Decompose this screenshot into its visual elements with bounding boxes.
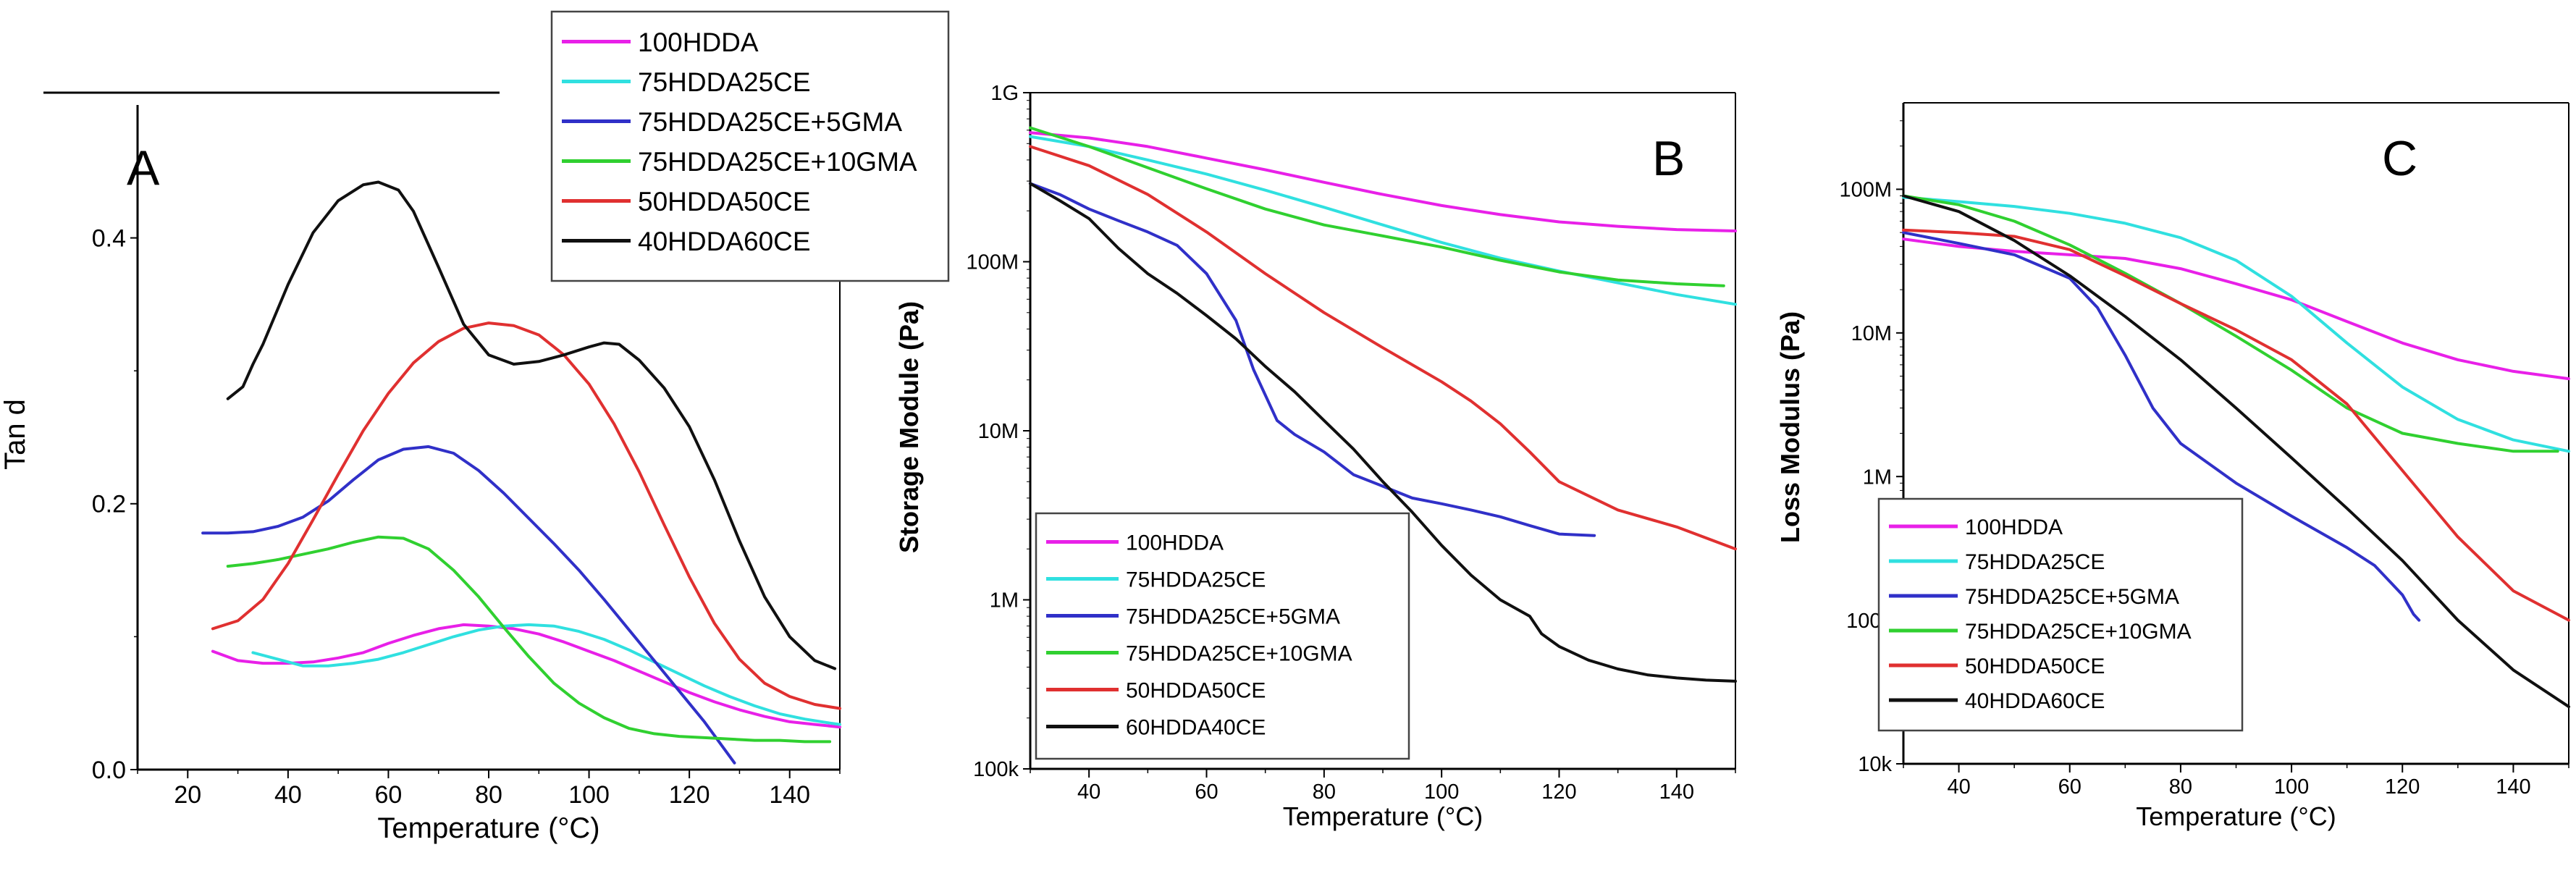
x-tick-label: 80 bbox=[1313, 780, 1336, 804]
series-line-75hdda25ce bbox=[251, 623, 841, 726]
series-line-75hdda25ce-5gma bbox=[201, 445, 736, 765]
legend-label: 40HDDA60CE bbox=[1965, 689, 2105, 713]
y-axis-label: Loss Modulus (Pa) bbox=[1775, 311, 1805, 543]
legend-label: 100HDDA bbox=[638, 28, 759, 57]
x-tick-label: 140 bbox=[769, 781, 810, 809]
y-tick-label: 10k bbox=[1858, 753, 1892, 776]
x-tick-label: 100 bbox=[2274, 775, 2309, 799]
series-lines bbox=[1029, 126, 1737, 683]
y-tick-label: 100k bbox=[973, 758, 1019, 781]
legend-label: 75HDDA25CE+5GMA bbox=[1965, 585, 2179, 609]
legend-label: 100HDDA bbox=[1126, 531, 1224, 555]
axes: 20 40 60 80 100 120 140 0.0 0.2 0.4 bbox=[92, 105, 841, 809]
legend-label: 50HDDA50CE bbox=[638, 187, 811, 216]
series-line-40hdda60ce bbox=[226, 180, 837, 670]
y-tick-label: 10M bbox=[1851, 322, 1892, 345]
x-axis-label: Temperature (°C) bbox=[1283, 801, 1483, 831]
x-tick-label: 80 bbox=[475, 781, 502, 809]
series-line-60hdda40ce bbox=[1029, 182, 1737, 683]
series-line-50hdda50ce bbox=[211, 321, 841, 710]
y-axis-label: Storage Module (Pa) bbox=[894, 301, 924, 553]
legend: 100HDDA 75HDDA25CE 75HDDA25CE+5GMA 75HDDA25… bbox=[1035, 512, 1410, 760]
series-line-100hdda bbox=[1902, 237, 2570, 381]
y-tick-label: 0.2 bbox=[92, 491, 126, 518]
panel-letter: C bbox=[2382, 131, 2417, 186]
legend-label: 75HDDA25CE bbox=[1965, 550, 2105, 574]
series-line-75hdda25ce bbox=[1902, 195, 2570, 453]
y-tick-label: 10M bbox=[978, 420, 1019, 443]
series-line-75hdda25ce-10gma bbox=[1902, 194, 2559, 453]
series-lines bbox=[1902, 194, 2570, 709]
x-tick-label: 120 bbox=[1541, 780, 1576, 804]
legend-label: 75HDDA25CE+5GMA bbox=[638, 107, 902, 137]
legend-label: 40HDDA60CE bbox=[638, 227, 811, 256]
series-line-100hdda bbox=[211, 623, 841, 729]
legend-box bbox=[550, 10, 950, 282]
panel-a: 20 40 60 80 100 120 140 0.0 0.2 0.4 Temperature (°… bbox=[0, 10, 950, 844]
series-line-50hdda50ce bbox=[1029, 145, 1737, 551]
x-tick-label: 120 bbox=[2385, 775, 2420, 799]
legend-label: 50HDDA50CE bbox=[1126, 678, 1266, 702]
series-line-50hdda50ce bbox=[1902, 228, 2570, 622]
x-tick-label: 60 bbox=[2058, 775, 2082, 799]
x-tick-label: 60 bbox=[375, 781, 403, 809]
y-tick-label: 100M bbox=[1839, 179, 1892, 202]
x-tick-label: 140 bbox=[2496, 775, 2530, 799]
series-lines bbox=[201, 180, 841, 765]
y-tick-label: 1G bbox=[990, 82, 1019, 105]
x-tick-label: 80 bbox=[2169, 775, 2192, 799]
series-line-40hdda60ce bbox=[1902, 194, 2570, 709]
legend-box bbox=[1877, 497, 2244, 732]
y-tick-label: 0.4 bbox=[92, 225, 126, 253]
legend-label: 60HDDA40CE bbox=[1126, 715, 1266, 739]
series-line-75hdda25ce-5gma bbox=[1029, 182, 1596, 537]
legend: 100HDDA 75HDDA25CE 75HDDA25CE+5GMA 75HDDA25… bbox=[550, 10, 950, 282]
panel-letter: A bbox=[127, 140, 160, 195]
y-tick-label: 0.0 bbox=[92, 757, 126, 784]
x-tick-label: 100 bbox=[568, 781, 610, 809]
x-tick-label: 100 bbox=[1424, 780, 1459, 804]
series-line-75hdda25ce-10gma bbox=[1029, 126, 1725, 287]
legend-box bbox=[1035, 512, 1410, 760]
panel-c: 40 60 80 100 120 14010k100k1M10M100MTemperatu… bbox=[1775, 102, 2570, 831]
series-line-75hdda25ce-10gma bbox=[226, 535, 832, 744]
axes: 40 60 80 100 120 140 100k 1M 10M 100M 1G bbox=[966, 82, 1736, 804]
y-axis-label: Tan d bbox=[0, 399, 31, 470]
legend-label: 75HDDA25CE bbox=[1126, 568, 1266, 592]
x-tick-label: 140 bbox=[1659, 780, 1694, 804]
x-tick-label: 40 bbox=[1947, 775, 1970, 799]
x-tick-label: 40 bbox=[1077, 780, 1100, 804]
series-line-75hdda25ce-5gma bbox=[1902, 231, 2421, 622]
legend-label: 50HDDA50CE bbox=[1965, 654, 2105, 678]
legend-label: 75HDDA25CE+10GMA bbox=[1965, 620, 2192, 644]
y-tick-label: 1M bbox=[990, 589, 1019, 613]
series-line-100hdda bbox=[1029, 131, 1737, 232]
x-tick-label: 20 bbox=[174, 781, 201, 809]
x-tick-label: 120 bbox=[669, 781, 710, 809]
legend: 100HDDA 75HDDA25CE 75HDDA25CE+5GMA 75HDDA25… bbox=[1877, 497, 2244, 732]
panel-b: 40 60 80 100 120 140 100k 1M 10M 100M 1G Temperatur… bbox=[894, 82, 1737, 831]
x-tick-label: 60 bbox=[1195, 780, 1218, 804]
x-tick-label: 40 bbox=[274, 781, 302, 809]
panel-letter: B bbox=[1652, 131, 1685, 186]
legend-label: 100HDDA bbox=[1965, 515, 2063, 539]
x-axis-label: Temperature (°C) bbox=[377, 812, 599, 844]
legend-label: 75HDDA25CE bbox=[638, 67, 811, 97]
series-line-75hdda25ce bbox=[1029, 135, 1737, 306]
x-axis-label: Temperature (°C) bbox=[2136, 801, 2336, 831]
legend-label: 75HDDA25CE+5GMA bbox=[1126, 605, 1340, 628]
y-tick-label: 1M bbox=[1863, 466, 1892, 489]
y-tick-label: 100M bbox=[966, 251, 1019, 274]
legend-label: 75HDDA25CE+10GMA bbox=[638, 147, 917, 177]
legend-label: 75HDDA25CE+10GMA bbox=[1126, 641, 1352, 665]
